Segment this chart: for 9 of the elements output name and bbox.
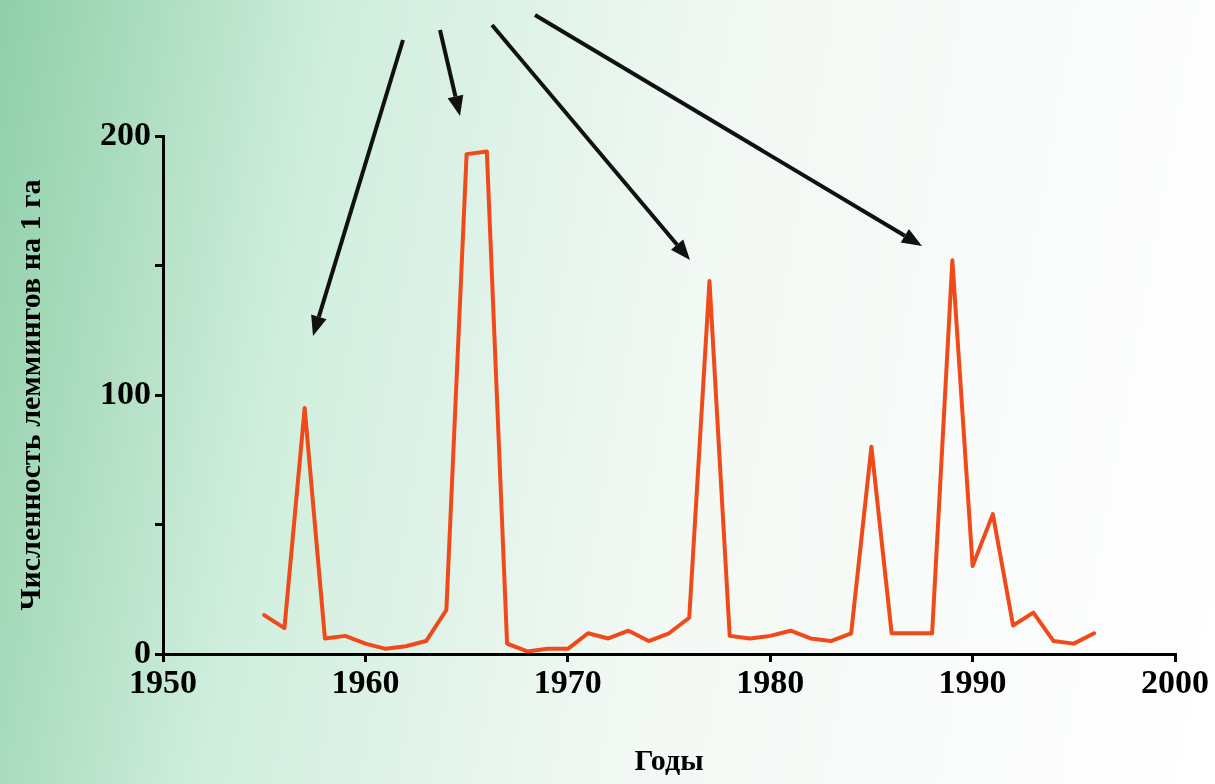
x-tick-label: 1980: [736, 663, 805, 701]
y-tick-label: 100: [100, 373, 151, 411]
y-tick-label: 200: [100, 114, 151, 152]
x-axis-title: Годы: [634, 742, 704, 776]
x-tick-label: 1970: [533, 663, 602, 701]
x-tick-label: 1960: [331, 663, 400, 701]
x-tick-label: 2000: [1141, 663, 1209, 701]
y-axis-title: Численность леммингов на 1 га: [12, 179, 46, 611]
x-tick-label: 1990: [938, 663, 1007, 701]
